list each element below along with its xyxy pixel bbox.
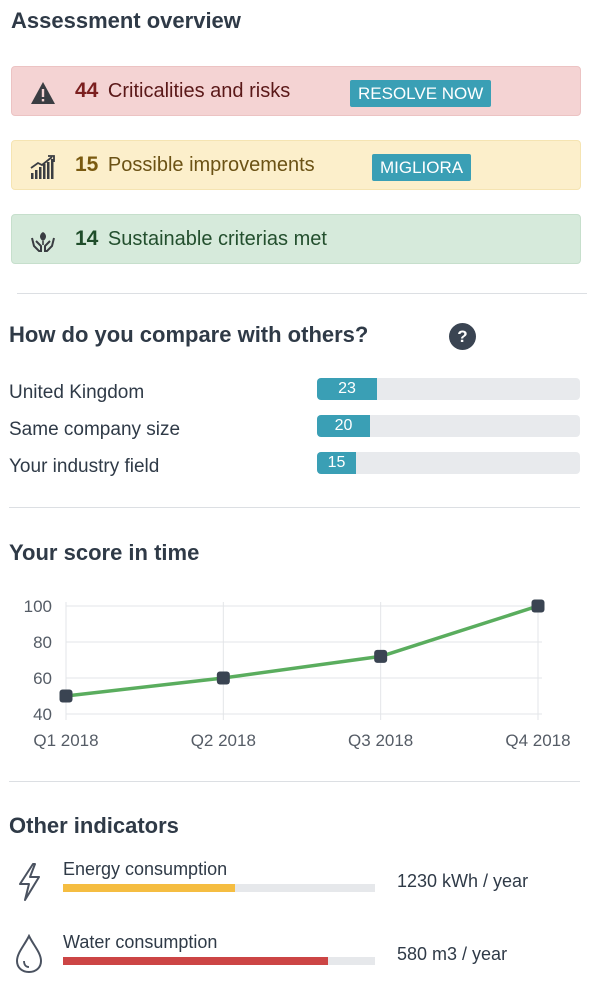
section-divider <box>17 293 587 294</box>
section-divider <box>9 781 580 782</box>
migliora-button[interactable]: MIGLIORA <box>372 154 472 181</box>
x-tick-label: Q1 2018 <box>33 731 98 750</box>
energy-bar <box>63 884 375 892</box>
compare-label-country: United Kingdom <box>9 382 145 403</box>
improvements-alert: 15 Possible improvements MIGLIORA <box>11 140 581 190</box>
improvements-count: 15 <box>75 153 99 176</box>
warning-icon <box>31 82 55 104</box>
water-bar-fill <box>63 957 328 965</box>
energy-value: 1230 kWh / year <box>397 871 529 891</box>
score-point <box>216 671 230 685</box>
y-tick-label: 40 <box>33 705 52 724</box>
x-tick-label: Q4 2018 <box>505 731 570 750</box>
criticalities-label: Criticalities and risks <box>107 80 291 102</box>
improvements-label: Possible improvements <box>107 154 315 176</box>
criticalities-count: 44 <box>75 79 99 102</box>
sustainable-label: Sustainable criterias met <box>107 228 327 250</box>
compare-bar-fill: 23 <box>317 378 377 400</box>
score-point <box>374 649 388 663</box>
compare-bar-fill: 20 <box>317 415 370 437</box>
compare-bar-industry: 15 <box>317 452 580 474</box>
assessment-overview-title: Assessment overview <box>11 8 241 33</box>
water-drop-icon <box>15 934 43 974</box>
y-tick-label: 80 <box>33 633 52 652</box>
compare-label-industry: Your industry field <box>9 456 160 477</box>
compare-bar-fill: 15 <box>317 452 356 474</box>
section-divider <box>9 507 580 508</box>
compare-bar-company-size: 20 <box>317 415 580 437</box>
compare-label-company-size: Same company size <box>9 419 181 440</box>
water-value: 580 m3 / year <box>397 944 508 964</box>
energy-bar-fill <box>63 884 235 892</box>
indicators-title: Other indicators <box>9 813 179 838</box>
lightning-icon <box>19 863 40 901</box>
sustainable-count: 14 <box>75 227 99 250</box>
score-point <box>59 689 73 703</box>
hands-plant-icon <box>31 232 55 252</box>
growth-chart-icon <box>30 155 55 179</box>
compare-title: How do you compare with others? <box>9 322 369 347</box>
score-point <box>531 599 545 613</box>
score-line-chart: 100 80 60 40 Q1 2018 Q2 2018 Q3 2018 Q4 2018 <box>24 597 571 750</box>
help-icon[interactable]: ? <box>449 323 476 350</box>
water-label: Water consumption <box>63 932 218 952</box>
y-tick-label: 100 <box>24 597 52 616</box>
compare-bar-country: 23 <box>317 378 580 400</box>
energy-label: Energy consumption <box>63 859 228 879</box>
water-bar <box>63 957 375 965</box>
sustainable-alert: 14 Sustainable criterias met <box>11 214 581 264</box>
score-title: Your score in time <box>9 540 200 565</box>
x-tick-label: Q2 2018 <box>191 731 256 750</box>
y-tick-label: 60 <box>33 669 52 688</box>
score-series-line <box>65 604 539 698</box>
resolve-now-button[interactable]: RESOLVE NOW <box>350 80 492 107</box>
criticalities-alert: 44 Criticalities and risks RESOLVE NOW <box>11 66 581 116</box>
x-tick-label: Q3 2018 <box>348 731 413 750</box>
